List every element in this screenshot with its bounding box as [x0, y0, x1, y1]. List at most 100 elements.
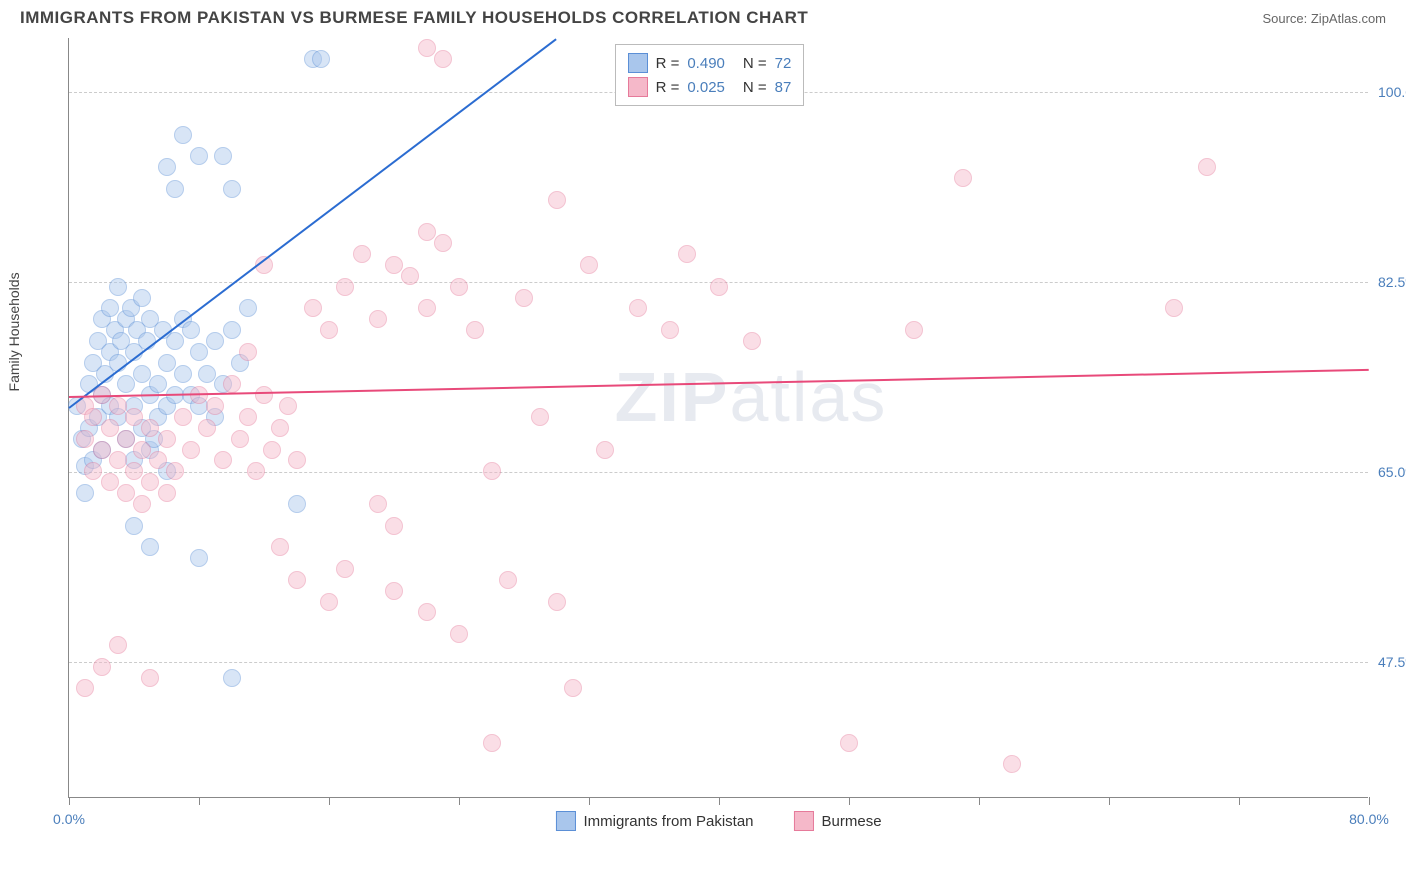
- data-point: [1165, 299, 1183, 317]
- y-tick-label: 82.5%: [1378, 274, 1406, 290]
- legend-item: Immigrants from Pakistan: [555, 811, 753, 831]
- x-tick: [589, 797, 590, 805]
- data-point: [206, 332, 224, 350]
- data-point: [223, 375, 241, 393]
- data-point: [336, 278, 354, 296]
- source-attribution: Source: ZipAtlas.com: [1262, 11, 1386, 26]
- data-point: [166, 462, 184, 480]
- data-point: [288, 571, 306, 589]
- data-point: [174, 126, 192, 144]
- data-point: [418, 603, 436, 621]
- data-point: [198, 419, 216, 437]
- data-point: [336, 560, 354, 578]
- data-point: [198, 365, 216, 383]
- data-point: [214, 451, 232, 469]
- y-axis-label: Family Households: [6, 272, 22, 391]
- legend: Immigrants from Pakistan Burmese: [555, 811, 881, 831]
- data-point: [133, 289, 151, 307]
- data-point: [255, 386, 273, 404]
- r-value: 0.025: [687, 79, 725, 96]
- data-point: [84, 408, 102, 426]
- data-point: [141, 419, 159, 437]
- chart-container: Family Households ZIPatlas 47.5%65.0%82.…: [20, 38, 1386, 848]
- data-point: [174, 365, 192, 383]
- data-point: [483, 734, 501, 752]
- data-point: [190, 343, 208, 361]
- data-point: [239, 299, 257, 317]
- data-point: [466, 321, 484, 339]
- x-tick: [199, 797, 200, 805]
- data-point: [247, 462, 265, 480]
- data-point: [149, 375, 167, 393]
- data-point: [117, 430, 135, 448]
- data-point: [93, 658, 111, 676]
- legend-item: Burmese: [794, 811, 882, 831]
- series-swatch: [628, 53, 648, 73]
- data-point: [483, 462, 501, 480]
- data-point: [76, 484, 94, 502]
- data-point: [515, 289, 533, 307]
- watermark-rest: atlas: [729, 358, 887, 436]
- data-point: [141, 669, 159, 687]
- data-point: [166, 180, 184, 198]
- data-point: [678, 245, 696, 263]
- data-point: [149, 451, 167, 469]
- data-point: [206, 397, 224, 415]
- stat-label: R =: [656, 55, 680, 72]
- data-point: [288, 495, 306, 513]
- data-point: [117, 484, 135, 502]
- data-point: [174, 408, 192, 426]
- data-point: [369, 310, 387, 328]
- x-tick: [1369, 797, 1370, 805]
- data-point: [133, 365, 151, 383]
- data-point: [629, 299, 647, 317]
- y-tick-label: 100.0%: [1378, 84, 1406, 100]
- data-point: [182, 321, 200, 339]
- series-swatch: [628, 77, 648, 97]
- data-point: [182, 441, 200, 459]
- stat-label: N =: [743, 55, 767, 72]
- data-point: [661, 321, 679, 339]
- data-point: [418, 299, 436, 317]
- data-point: [76, 679, 94, 697]
- x-tick-label: 80.0%: [1349, 811, 1389, 827]
- plot-area: ZIPatlas 47.5%65.0%82.5%100.0%0.0%80.0%R…: [68, 38, 1368, 798]
- data-point: [450, 278, 468, 296]
- data-point: [223, 180, 241, 198]
- data-point: [101, 473, 119, 491]
- data-point: [710, 278, 728, 296]
- x-tick: [69, 797, 70, 805]
- data-point: [239, 343, 257, 361]
- x-tick: [329, 797, 330, 805]
- data-point: [369, 495, 387, 513]
- x-tick: [1109, 797, 1110, 805]
- correlation-stats-box: R = 0.490N = 72R = 0.025N = 87: [615, 44, 805, 106]
- header: IMMIGRANTS FROM PAKISTAN VS BURMESE FAMI…: [0, 0, 1406, 32]
- data-point: [1003, 755, 1021, 773]
- data-point: [84, 462, 102, 480]
- x-tick: [459, 797, 460, 805]
- data-point: [101, 299, 119, 317]
- data-point: [263, 441, 281, 459]
- n-value: 87: [775, 79, 792, 96]
- data-point: [133, 495, 151, 513]
- data-point: [190, 147, 208, 165]
- data-point: [109, 451, 127, 469]
- data-point: [418, 223, 436, 241]
- data-point: [450, 625, 468, 643]
- data-point: [271, 538, 289, 556]
- stat-label: N =: [743, 79, 767, 96]
- data-point: [840, 734, 858, 752]
- data-point: [385, 256, 403, 274]
- data-point: [109, 397, 127, 415]
- data-point: [158, 484, 176, 502]
- gridline: [69, 662, 1368, 663]
- data-point: [214, 147, 232, 165]
- data-point: [418, 39, 436, 57]
- data-point: [117, 375, 135, 393]
- data-point: [320, 593, 338, 611]
- legend-label: Burmese: [822, 813, 882, 830]
- x-tick: [849, 797, 850, 805]
- data-point: [166, 332, 184, 350]
- y-tick-label: 65.0%: [1378, 464, 1406, 480]
